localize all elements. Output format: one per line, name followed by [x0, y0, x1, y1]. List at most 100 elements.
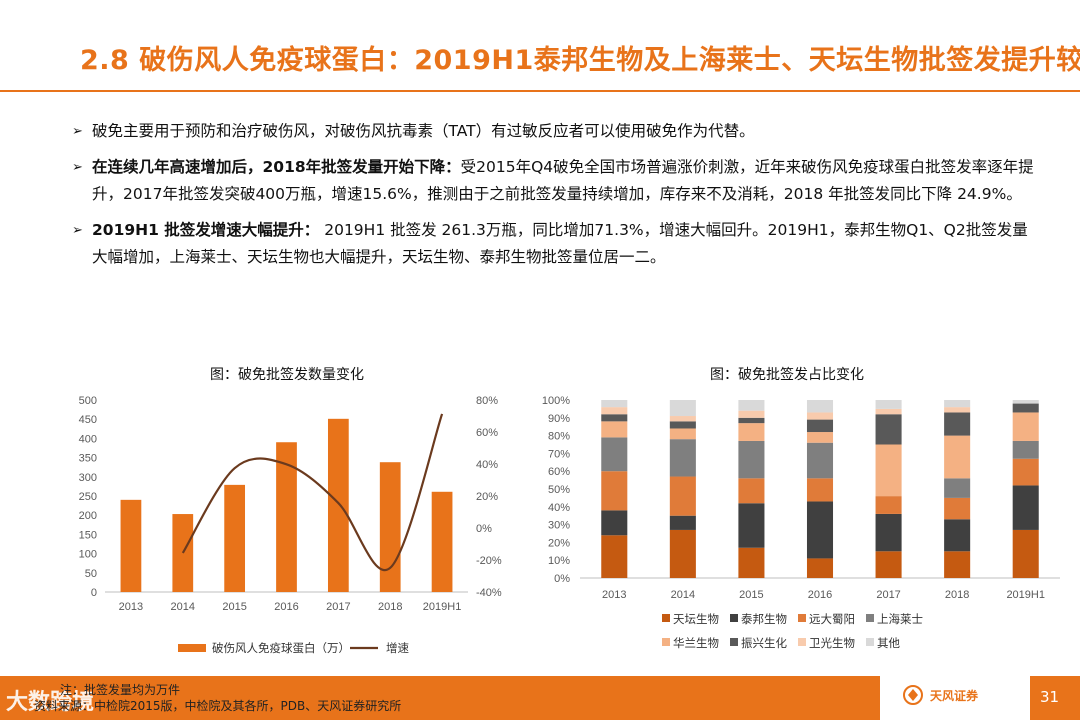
- y-tick-label: 0: [91, 587, 97, 599]
- legend-label: 振兴生化: [741, 636, 787, 650]
- chart2-title: 图：破免批签发占比变化: [710, 367, 864, 383]
- stack-segment: [944, 551, 971, 578]
- x-tick-label: 2018: [945, 589, 969, 601]
- stack-segment: [875, 408, 902, 415]
- bar: [172, 514, 194, 592]
- arrow-icon: ➢: [72, 223, 83, 238]
- y2-tick-label: 0%: [476, 523, 492, 535]
- stack-segment: [738, 440, 765, 479]
- x-tick-label: 2018: [378, 601, 402, 613]
- y-tick-label: 500: [79, 395, 97, 407]
- bar: [431, 491, 453, 592]
- y-tick-label: 400: [79, 433, 97, 445]
- chart-quantity: 0 50 100 150 200 250 300 350 400 450 500 -40% -20% 0%…: [79, 395, 502, 655]
- legend-label: 卫光生物: [809, 636, 855, 650]
- stack-segment: [601, 421, 628, 438]
- bullet-text: 破免主要用于预防和治疗破伤风，对破伤风抗毒素（TAT）有过敏反应者可以使用破免作…: [92, 122, 755, 140]
- stack-segment: [601, 414, 628, 422]
- legend-swatch: [730, 638, 738, 646]
- stack-segment: [1012, 412, 1039, 441]
- y2-tick-label: 80%: [476, 395, 498, 407]
- stack-segment: [806, 419, 834, 433]
- y-tick-label: 90%: [548, 413, 570, 425]
- stack-segment: [738, 400, 765, 411]
- x-tick-label: 2015: [222, 601, 246, 613]
- stack-segment: [806, 442, 834, 479]
- page-number: 31: [1040, 688, 1060, 706]
- stack-segment: [875, 496, 902, 514]
- stack-segment: [669, 439, 696, 477]
- legend-label: 远大蜀阳: [809, 612, 855, 626]
- x-tick-label: 2015: [739, 589, 763, 601]
- stack-segment: [738, 417, 765, 424]
- y-tick-label: 30%: [548, 520, 570, 532]
- stack-segment: [738, 410, 765, 418]
- stack-segment: [669, 400, 696, 417]
- bullet-bold: 2019H1 批签发增速大幅提升：: [92, 221, 320, 239]
- y2-tick-label: 60%: [476, 427, 498, 439]
- stack-segment: [1012, 440, 1039, 459]
- legend-swatch: [662, 638, 670, 646]
- legend-label: 上海莱士: [877, 612, 923, 626]
- stack-segment: [1012, 485, 1039, 530]
- bullet-text: 受2015年Q4破免全国市场普遍涨价刺激，近年来破伤风免疫球蛋白批签发率逐年提升…: [92, 158, 1034, 203]
- stack-segment: [1012, 400, 1039, 404]
- x-tick-label: 2013: [119, 601, 143, 613]
- footer-source: 资料来源：中检院2015版，中检院及其各所，PDB、天风证券研究所: [34, 699, 402, 713]
- stack-segment: [601, 407, 628, 415]
- stack-segment: [1012, 403, 1039, 413]
- y2-tick-label: -40%: [476, 587, 502, 599]
- legend-label: 天坛生物: [673, 612, 719, 626]
- stack-segment: [875, 414, 902, 445]
- stack-segment: [806, 400, 834, 413]
- legend-label: 华兰生物: [673, 636, 719, 650]
- stack-segment: [806, 478, 834, 502]
- y-tick-label: 60%: [548, 466, 570, 478]
- bar: [120, 499, 142, 592]
- stack-segment: [806, 432, 834, 443]
- bullet-item: ➢ 2019H1 批签发增速大幅提升： 2019H1 批签发 261.3万瓶，同…: [72, 217, 1042, 271]
- footer-note: 注：批签发量均为万件: [60, 683, 181, 697]
- chart1-title: 图：破免批签发数量变化: [210, 367, 364, 383]
- legend-swatch: [178, 644, 206, 652]
- bar: [379, 462, 401, 592]
- bar: [327, 418, 349, 592]
- stack-segment: [669, 515, 696, 530]
- watermark: 大数跨境: [6, 690, 95, 715]
- stack-segment: [601, 510, 628, 536]
- stack-segment: [738, 423, 765, 441]
- chart-share: 0% 10% 20% 30% 40% 50% 60% 70% 80% 90% 100% 2013 201…: [542, 395, 1060, 650]
- bullet-item: ➢ 破免主要用于预防和治疗破伤风，对破伤风抗毒素（TAT）有过敏反应者可以使用破…: [72, 118, 1042, 145]
- legend-swatch: [798, 638, 806, 646]
- y2-tick-label: -20%: [476, 555, 502, 567]
- y-tick-label: 40%: [548, 502, 570, 514]
- x-tick-label: 2014: [671, 589, 695, 601]
- bar: [224, 484, 246, 592]
- bullet-bold: 在连续几年高速增加后，2018年批签发量开始下降：: [92, 158, 461, 176]
- y-tick-label: 50: [85, 568, 97, 580]
- legend-label: 破伤风人免疫球蛋白（万）: [212, 641, 350, 655]
- y-tick-label: 0%: [554, 573, 570, 585]
- y-tick-label: 20%: [548, 537, 570, 549]
- stack-segment: [669, 428, 696, 440]
- stack-segment: [669, 529, 696, 578]
- stack-segment: [738, 547, 765, 578]
- stack-segment: [669, 476, 696, 516]
- y-tick-label: 10%: [548, 555, 570, 567]
- x-tick-label: 2016: [274, 601, 298, 613]
- x-tick-label: 2016: [808, 589, 832, 601]
- stack-segment: [806, 558, 834, 578]
- bar: [276, 442, 297, 592]
- stack-segment: [944, 400, 971, 408]
- x-tick-label: 2019H1: [423, 601, 462, 613]
- stack-segment: [875, 551, 902, 578]
- y-tick-label: 70%: [548, 448, 570, 460]
- x-tick-label: 2013: [602, 589, 626, 601]
- stack-segment: [944, 435, 971, 479]
- x-tick-label: 2017: [876, 589, 900, 601]
- stack-segment: [875, 513, 902, 552]
- y-tick-label: 150: [79, 529, 97, 541]
- logo-text: 天风证券: [930, 688, 979, 703]
- legend-swatch: [730, 614, 738, 622]
- stack-segment: [601, 400, 628, 408]
